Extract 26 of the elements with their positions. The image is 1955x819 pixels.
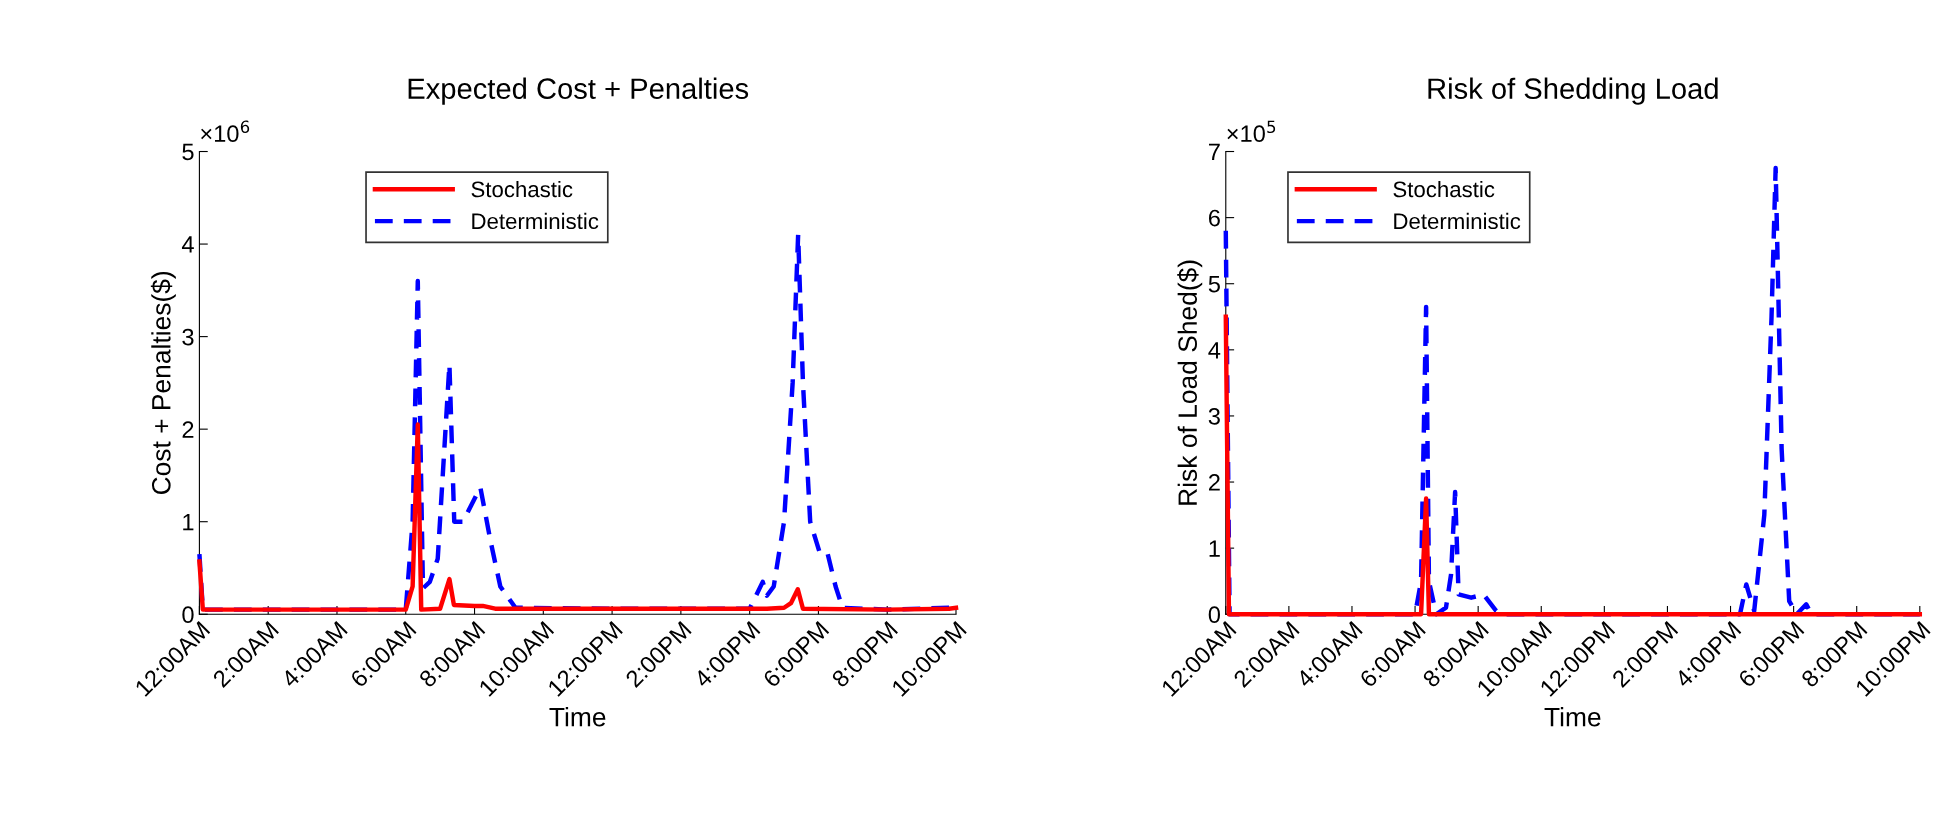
- legend-label: Stochastic: [471, 180, 573, 198]
- chart-title: Expected Cost + Penalties: [408, 77, 749, 105]
- y-tick-label: 1: [1209, 540, 1220, 557]
- legend-label: Deterministic: [1394, 212, 1521, 230]
- y-tick-label: 4: [1208, 342, 1221, 359]
- y-tick-label: 6: [1208, 209, 1220, 227]
- y-tick-label: 7: [1209, 143, 1220, 161]
- y-tick-label: 1: [183, 514, 194, 531]
- y-tick-label: 2: [182, 421, 194, 438]
- y-tick-label: 2: [1208, 474, 1220, 491]
- chart-title: Risk of Shedding Load: [1428, 77, 1718, 105]
- x-axis-title: Time: [549, 707, 606, 727]
- y-tick-label: 0: [1208, 606, 1220, 624]
- y-tick-label: 3: [1208, 408, 1220, 425]
- legend-label: Stochastic: [1393, 180, 1495, 198]
- y-tick-label: 5: [182, 143, 194, 161]
- y-tick-label: 5: [1208, 276, 1220, 293]
- y-tick-label: 0: [182, 606, 194, 624]
- y-tick-label: 3: [182, 328, 194, 346]
- text: ×10$^{6}$: [201, 120, 250, 143]
- y-axis-title: Risk of Load Shed($): [1177, 260, 1203, 505]
- y-axis-title: Cost + Penalties($): [150, 271, 176, 495]
- y-tick-label: 4: [181, 236, 194, 253]
- x-axis-title: Time: [1544, 707, 1601, 727]
- legend-label: Deterministic: [472, 212, 599, 230]
- text: ×10$^{5}$: [1227, 120, 1276, 143]
